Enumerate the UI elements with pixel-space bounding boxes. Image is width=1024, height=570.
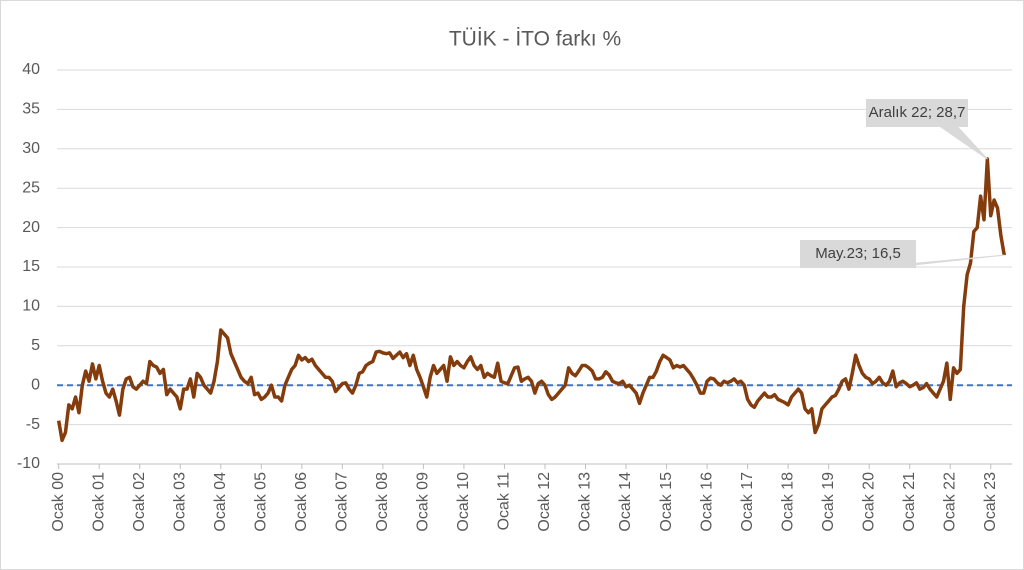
x-tick-label: Ocak 01 [90, 472, 107, 532]
data-label: Aralık 22; 28,7 [869, 104, 966, 121]
x-tick-label: Ocak 22 [941, 472, 958, 532]
y-tick-label: 25 [22, 179, 40, 196]
y-tick-label: 0 [31, 376, 40, 393]
x-tick-label: Ocak 23 [982, 472, 999, 532]
y-tick-label: 10 [22, 298, 40, 315]
x-tick-label: Ocak 12 [536, 472, 553, 532]
y-tick-label: 35 [22, 101, 40, 118]
x-tick-label: Ocak 04 [212, 472, 229, 532]
y-tick-label: 30 [22, 140, 40, 157]
callout-box [800, 240, 916, 268]
x-tick-label: Ocak 03 [171, 472, 188, 532]
x-tick-label: Ocak 10 [455, 472, 472, 532]
x-tick-label: Ocak 16 [698, 472, 715, 532]
x-tick-label: Ocak 00 [50, 472, 67, 532]
x-tick-label: Ocak 20 [860, 472, 877, 532]
y-tick-label: 15 [22, 258, 40, 275]
y-tick-label: 5 [31, 337, 40, 354]
x-tick-label: Ocak 08 [374, 472, 391, 532]
x-tick-label: Ocak 06 [293, 472, 310, 532]
callout-box [866, 99, 968, 127]
data-line [56, 157, 1006, 443]
data-label: May.23; 16,5 [815, 245, 901, 262]
x-tick-label: Ocak 13 [577, 472, 594, 532]
x-tick-label: Ocak 21 [901, 472, 918, 532]
y-tick-label: -5 [26, 416, 40, 433]
x-tick-label: Ocak 09 [415, 472, 432, 532]
y-tick-label: -10 [17, 455, 40, 472]
x-tick-label: Ocak 11 [496, 472, 513, 531]
x-tick-label: Ocak 05 [253, 472, 270, 532]
x-tick-label: Ocak 17 [739, 472, 756, 532]
x-tick-label: Ocak 15 [658, 472, 675, 532]
y-tick-label: 20 [22, 219, 40, 236]
y-tick-label: 40 [22, 61, 40, 78]
x-tick-label: Ocak 07 [334, 472, 351, 532]
x-tick-label: Ocak 02 [131, 472, 148, 532]
chart-title: TÜİK - İTO farkı % [449, 28, 621, 51]
x-tick-label: Ocak 18 [779, 472, 796, 532]
x-tick-label: Ocak 19 [820, 472, 837, 532]
x-tick-label: Ocak 14 [617, 472, 634, 532]
